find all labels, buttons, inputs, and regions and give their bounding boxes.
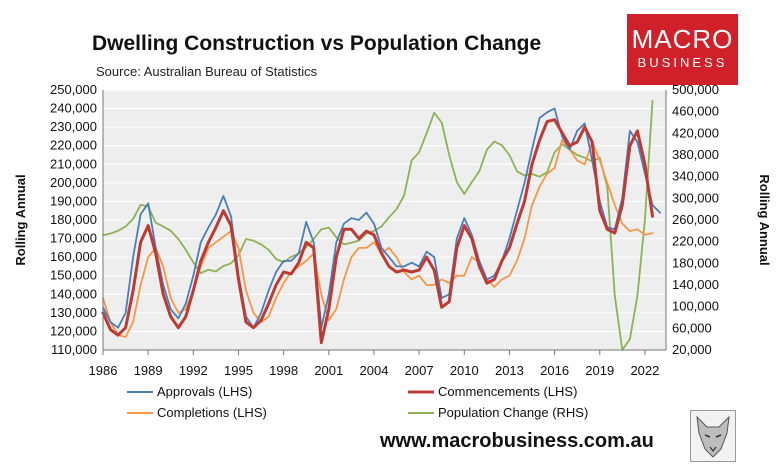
y-tick-label-right: 260,000 [672,212,719,227]
x-tick-label: 2022 [630,363,659,378]
y-tick-label-left: 190,000 [50,193,97,208]
y-tick-label-left: 160,000 [50,249,97,264]
wolf-logo-icon [690,410,736,462]
series-line-commencements [101,118,654,345]
x-tick-label: 2013 [495,363,524,378]
y-tick-label-left: 110,000 [51,342,97,357]
y-tick-label-left: 150,000 [50,268,97,283]
y-tick-label-left: 220,000 [50,138,97,153]
x-tick-label: 1986 [89,363,118,378]
y-tick-label-left: 250,000 [50,82,97,97]
legend-label: Commencements (LHS) [438,384,577,399]
x-tick-label: 2001 [314,363,343,378]
y-tick-label-left: 140,000 [50,286,97,301]
y-tick-label-right: 180,000 [672,255,719,270]
series-layer [101,99,661,351]
y-tick-label-right: 460,000 [672,104,719,119]
y-axis-label-left: Rolling Annual [13,174,28,265]
y-tick-label-left: 120,000 [50,323,97,338]
x-tick-label: 2019 [585,363,614,378]
legend-label: Approvals (LHS) [157,384,252,399]
y-tick-label-right: 100,000 [672,299,719,314]
series-line-approvals [102,107,661,329]
y-tick-label-right: 220,000 [672,234,719,249]
y-tick-label-left: 170,000 [50,231,97,246]
x-tick-label: 1995 [224,363,253,378]
x-tick-label: 1989 [134,363,163,378]
y-tick-label-left: 180,000 [50,212,97,227]
y-tick-label-left: 200,000 [50,175,97,190]
logo-line-2: BUSINESS [637,55,728,70]
y-tick-label-left: 230,000 [50,119,97,134]
legend-label: Completions (LHS) [157,405,267,420]
y-tick-label-right: 340,000 [672,169,719,184]
legend-label: Population Change (RHS) [438,405,588,420]
logo-line-1: MACRO [631,24,734,54]
x-tick-label: 2010 [450,363,479,378]
chart-source: Source: Australian Bureau of Statistics [96,64,318,79]
x-tick-label: 2007 [405,363,434,378]
axis-layer: 110,000 120,000 130,000 140,000 150,000 160,0… [50,82,719,378]
x-tick-label: 1998 [269,363,298,378]
chart-title: Dwelling Construction vs Population Chan… [92,32,542,55]
y-tick-label-right: 20,000 [672,342,712,357]
y-tick-label-left: 210,000 [50,156,97,171]
y-tick-label-left: 240,000 [50,101,97,116]
y-tick-label-right: 380,000 [672,147,719,162]
macrobusiness-logo: MACRO BUSINESS [627,14,738,85]
website-url: www.macrobusiness.com.au [380,430,654,452]
y-tick-label-right: 300,000 [672,190,719,205]
y-tick-label-right: 60,000 [672,320,712,335]
y-tick-label-left: 130,000 [50,305,97,320]
y-tick-label-right: 500,000 [672,82,719,97]
legend: Approvals (LHS) Commencements (LHS) Comple… [127,384,588,420]
x-tick-label: 2016 [540,363,569,378]
x-tick-label: 2004 [360,363,389,378]
y-tick-label-right: 420,000 [672,125,719,140]
y-tick-label-right: 140,000 [672,277,719,292]
x-tick-label: 1992 [179,363,208,378]
y-axis-label-right: Rolling Annual [757,174,772,265]
